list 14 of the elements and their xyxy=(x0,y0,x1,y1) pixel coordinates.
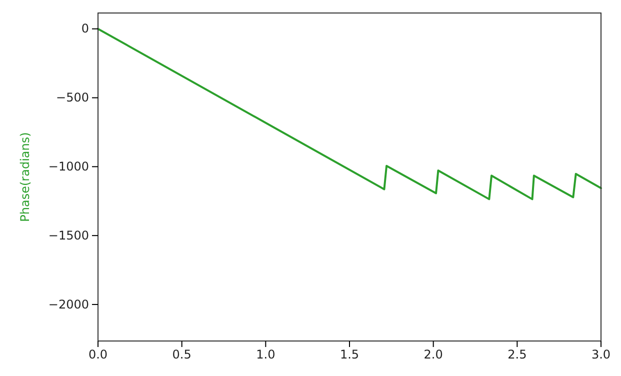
y-tick-label: −2000 xyxy=(48,297,89,312)
y-tick-label: −1000 xyxy=(48,160,89,174)
x-tick-label: 2.0 xyxy=(424,348,443,362)
x-tick-label: 3.0 xyxy=(591,348,611,362)
line-series xyxy=(97,28,602,200)
y-axis-title: Phase(radians) xyxy=(18,132,32,222)
x-tick-label: 1.0 xyxy=(256,348,276,362)
x-tick-label: 1.5 xyxy=(340,348,360,362)
x-tick-label: 2.5 xyxy=(508,348,527,362)
y-tick-label: −1500 xyxy=(48,228,89,242)
y-tick-label: 0 xyxy=(81,22,89,36)
x-tick-label: 0.5 xyxy=(172,348,192,362)
x-tick-label: 0.0 xyxy=(88,348,108,362)
y-tick-label: −500 xyxy=(56,90,89,105)
